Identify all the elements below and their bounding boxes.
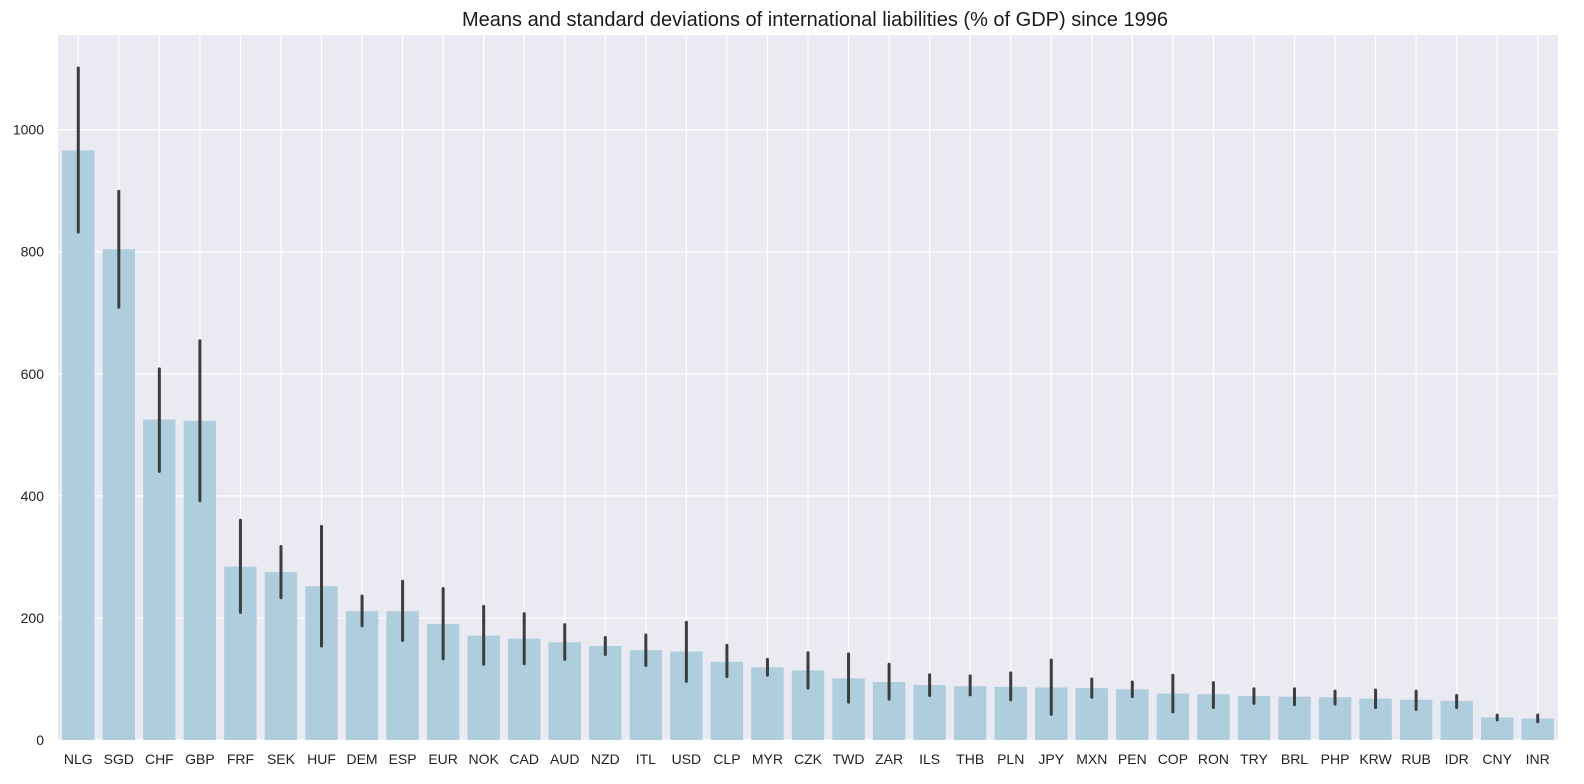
x-axis-ticks: NLG SGD CHF GBP FRF SEK HUF DEM ESP EUR NOK CAD AUD N… (64, 751, 1550, 767)
bar-nlg (62, 150, 95, 740)
x-tick-label: CLP (713, 751, 740, 767)
y-tick-label: 0 (36, 732, 44, 748)
x-tick-label: GBP (185, 751, 215, 767)
x-tick-label: JPY (1038, 751, 1064, 767)
chart-title: Means and standard deviations of interna… (462, 9, 1168, 31)
x-tick-label: IDR (1445, 751, 1469, 767)
x-tick-label: ZAR (875, 751, 903, 767)
bar-cny (1480, 717, 1514, 740)
x-tick-label: FRF (227, 751, 254, 767)
x-tick-label: CHF (145, 751, 174, 767)
x-tick-label: COP (1158, 751, 1188, 767)
bar-sek (264, 572, 298, 740)
y-tick-label: 800 (21, 244, 45, 260)
x-tick-label: HUF (307, 751, 336, 767)
x-tick-label: ESP (389, 751, 417, 767)
x-tick-label: TRY (1240, 751, 1268, 767)
bar-dem (345, 611, 379, 740)
x-tick-label: NZD (591, 751, 620, 767)
bar-inr (1521, 718, 1554, 740)
x-tick-label: PHP (1321, 751, 1350, 767)
x-tick-label: NOK (469, 751, 500, 767)
x-tick-label: SGD (104, 751, 134, 767)
x-tick-label: AUD (550, 751, 580, 767)
x-tick-label: BRL (1281, 751, 1308, 767)
y-tick-label: 400 (21, 488, 45, 504)
bar-nzd (589, 646, 622, 740)
x-tick-label: ILS (919, 751, 940, 767)
x-tick-label: NLG (64, 751, 93, 767)
y-tick-label: 1000 (13, 122, 44, 138)
x-tick-label: TWD (833, 751, 865, 767)
bar-sgd (102, 249, 136, 740)
x-tick-label: INR (1526, 751, 1550, 767)
x-tick-label: EUR (428, 751, 458, 767)
x-tick-label: ITL (636, 751, 656, 767)
x-tick-label: PLN (997, 751, 1024, 767)
x-tick-label: RUB (1401, 751, 1431, 767)
x-tick-label: DEM (346, 751, 377, 767)
bar-myr (751, 667, 784, 740)
y-tick-label: 200 (21, 610, 45, 626)
x-tick-label: MXN (1076, 751, 1107, 767)
y-tick-label: 600 (21, 366, 45, 382)
x-tick-label: USD (672, 751, 702, 767)
x-tick-label: CZK (794, 751, 823, 767)
x-tick-label: KRW (1359, 751, 1392, 767)
x-tick-label: SEK (267, 751, 296, 767)
x-tick-label: THB (956, 751, 984, 767)
bar-chf (143, 419, 176, 740)
x-tick-label: PEN (1118, 751, 1147, 767)
y-axis-ticks: 0 200 400 600 800 1000 (13, 122, 44, 748)
error-bars (76, 66, 1540, 724)
x-tick-label: MYR (752, 751, 783, 767)
x-tick-label: RON (1198, 751, 1229, 767)
x-tick-label: CNY (1482, 751, 1512, 767)
x-tick-label: CAD (509, 751, 539, 767)
